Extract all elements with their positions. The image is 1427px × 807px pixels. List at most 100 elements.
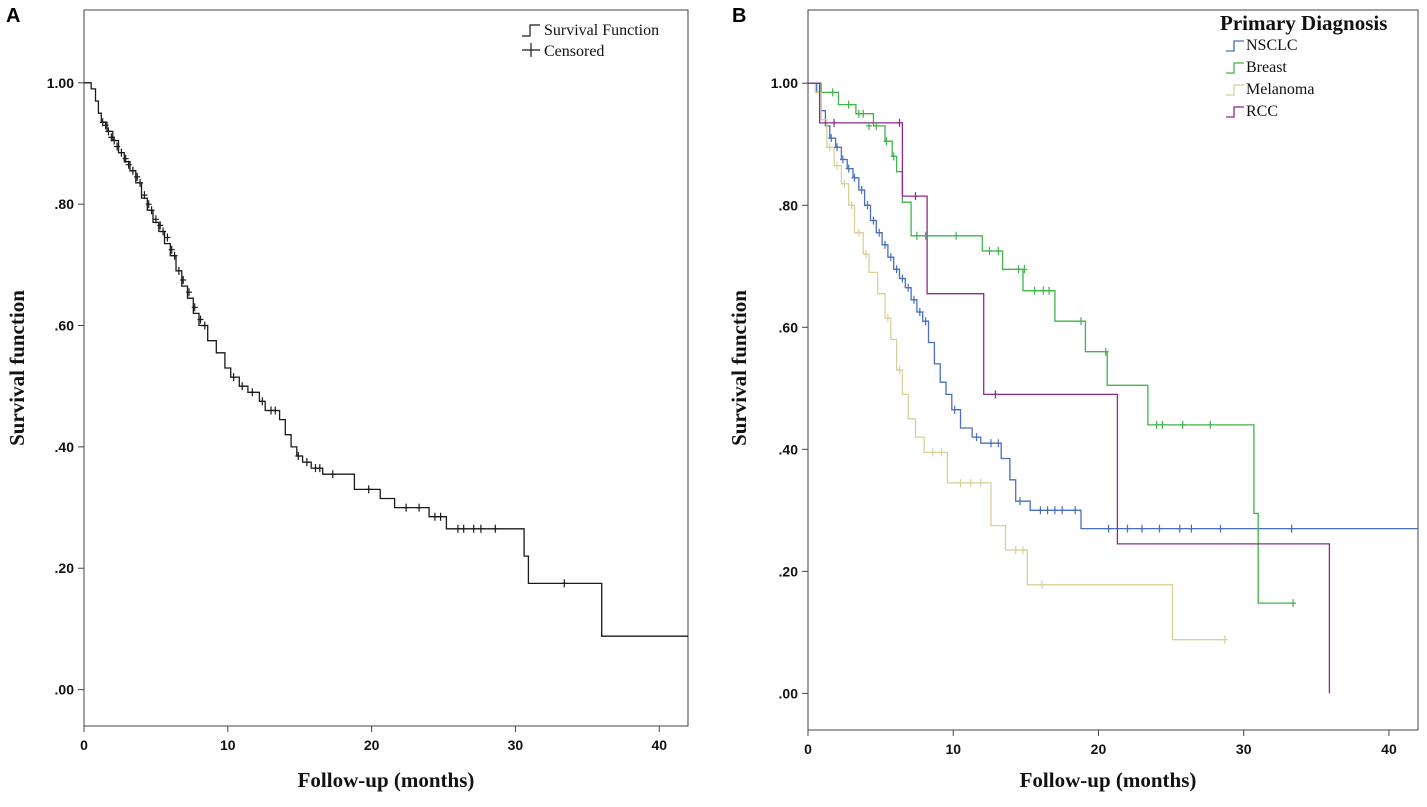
censor-mark: [1159, 420, 1166, 429]
censor-mark: [841, 179, 848, 188]
censor-mark: [828, 134, 835, 143]
panel-b-letter: B: [732, 5, 746, 27]
censor-mark: [134, 172, 141, 181]
censor-mark: [848, 201, 855, 210]
km-curve-nsclc: [808, 82, 1418, 530]
panel-b-plot-frame: [807, 9, 1419, 731]
censor-mark: [168, 245, 175, 254]
censor-mark: [1044, 506, 1051, 515]
censor-mark: [1139, 524, 1145, 533]
censor-mark: [160, 227, 167, 236]
panel-a-plot-frame: [83, 9, 689, 727]
censor-mark: [157, 221, 164, 230]
censor-mark: [1179, 420, 1186, 429]
censor-mark: [913, 231, 920, 240]
censor-mark: [922, 231, 929, 240]
censor-mark: [1015, 265, 1022, 274]
censor-mark: [1288, 524, 1295, 533]
panel-a-legend: Survival Function Censored: [522, 22, 659, 60]
censor-mark: [995, 247, 1002, 255]
censor-mark: [431, 512, 438, 521]
legend-label-rcc: RCC: [1246, 103, 1278, 120]
censor-mark: [845, 164, 852, 173]
censor-mark: [882, 240, 888, 249]
censor-mark: [191, 303, 198, 312]
censor-mark: [973, 433, 980, 442]
censor-mark: [114, 142, 121, 151]
censor-mark: [365, 485, 372, 494]
legend-swatch-rcc: [1226, 106, 1244, 118]
censor-mark: [938, 448, 945, 457]
censor-mark: [866, 121, 872, 130]
x-tick-label: 30: [1236, 741, 1252, 757]
censor-mark: [890, 152, 897, 161]
censor-mark: [967, 478, 974, 487]
censor-mark: [863, 250, 870, 259]
panel-a-axis-ticks: 0 10 20 30 40 .00 .20 .40 .60 .80 1.00: [47, 75, 667, 753]
censor-mark: [951, 405, 958, 414]
censor-mark: [845, 100, 852, 109]
panel-a-censor-marks: [99, 118, 568, 588]
censor-mark: [118, 148, 125, 157]
km-curve-survival-function: [84, 82, 688, 637]
censor-mark: [1037, 506, 1044, 515]
censor-mark: [477, 524, 484, 533]
panel-a-series: [84, 82, 688, 637]
legend-censored-swatch: [522, 43, 540, 57]
censor-mark: [1221, 635, 1228, 644]
x-tick-label: 40: [651, 737, 667, 753]
censor-mark: [912, 192, 919, 201]
y-tick-label: .20: [779, 563, 799, 579]
panel-b-censor-marks: [826, 88, 1297, 644]
panel-b-legend: NSCLC Breast Melanoma RCC: [1226, 37, 1314, 120]
censor-mark: [916, 308, 923, 316]
x-tick-label: 20: [1091, 741, 1107, 757]
censor-mark: [1207, 420, 1214, 429]
censor-mark: [988, 439, 994, 448]
censor-mark: [122, 154, 129, 163]
legend-censored-label: Censored: [544, 43, 604, 60]
censor-mark: [125, 160, 132, 169]
censor-mark: [561, 579, 568, 588]
x-tick-label: 30: [508, 737, 524, 753]
censor-mark: [855, 228, 862, 237]
censor-mark: [416, 503, 423, 512]
legend-survival-swatch: [522, 24, 540, 37]
censor-mark: [152, 215, 159, 224]
censor-mark: [129, 166, 136, 175]
censor-mark: [180, 276, 187, 284]
y-tick-label: 1.00: [771, 75, 798, 91]
censor-mark: [259, 397, 266, 406]
censor-mark: [1072, 506, 1079, 515]
censor-mark: [834, 161, 840, 170]
censor-mark: [851, 173, 858, 182]
censor-mark: [1059, 506, 1066, 515]
y-tick-label: .60: [779, 319, 799, 335]
censor-mark: [957, 478, 964, 487]
censor-mark: [839, 155, 846, 164]
legend-swatch-melanoma: [1226, 84, 1244, 96]
censor-mark: [148, 206, 155, 215]
censor-mark: [1040, 286, 1047, 295]
censor-mark: [145, 200, 152, 209]
x-tick-label: 20: [364, 737, 380, 753]
censor-mark: [834, 143, 840, 152]
censor-mark: [860, 109, 867, 118]
censor-mark: [1017, 497, 1023, 506]
panel-b-chart: B 0 10 20 30 40 .00 .20 .40 .60 .80 1.00 Follow-up…: [727, 5, 1419, 792]
censor-mark: [883, 137, 890, 146]
censor-mark: [1124, 524, 1131, 533]
panel-b-axis-ticks: 0 10 20 30 40 .00 .20 .40 .60 .80 1.00: [771, 75, 1397, 757]
censor-mark: [831, 118, 838, 127]
censor-mark: [858, 186, 865, 194]
censor-mark: [1021, 265, 1028, 274]
panel-a-letter: A: [6, 5, 20, 27]
y-tick-label: .40: [55, 439, 75, 455]
y-tick-label: .80: [55, 196, 75, 212]
censor-mark: [1176, 524, 1183, 533]
censor-mark: [896, 366, 903, 374]
censor-mark: [873, 121, 880, 130]
panel-a-y-axis-title: Survival function: [5, 290, 29, 446]
censor-mark: [1188, 524, 1195, 533]
x-tick-label: 0: [804, 741, 812, 757]
